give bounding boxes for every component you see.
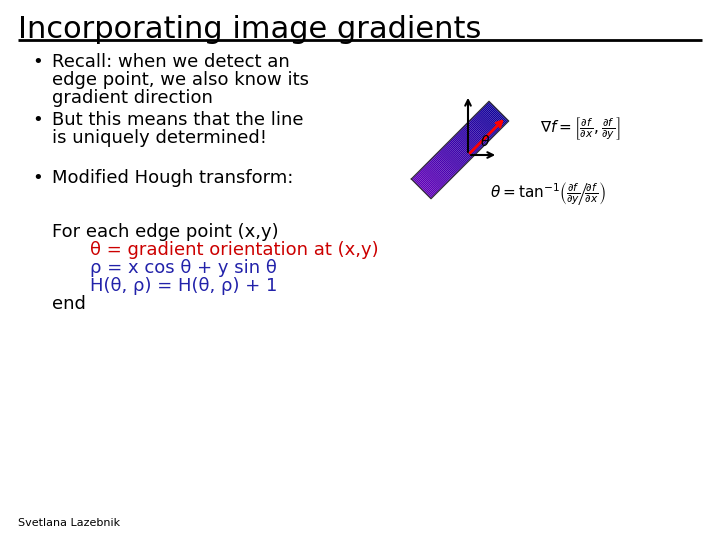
Text: •: • bbox=[32, 111, 42, 129]
Polygon shape bbox=[456, 133, 477, 154]
Polygon shape bbox=[419, 170, 440, 191]
Polygon shape bbox=[450, 139, 471, 160]
Polygon shape bbox=[430, 159, 451, 180]
Text: Recall: when we detect an: Recall: when we detect an bbox=[52, 53, 289, 71]
Polygon shape bbox=[460, 130, 480, 150]
Polygon shape bbox=[444, 146, 464, 167]
Polygon shape bbox=[436, 153, 457, 173]
Polygon shape bbox=[444, 145, 465, 166]
Polygon shape bbox=[453, 136, 474, 157]
Polygon shape bbox=[483, 106, 504, 127]
Text: H(θ, ρ) = H(θ, ρ) + 1: H(θ, ρ) = H(θ, ρ) + 1 bbox=[90, 277, 277, 295]
Polygon shape bbox=[463, 126, 484, 147]
Text: For each edge point (x,y): For each edge point (x,y) bbox=[52, 223, 279, 241]
Text: $\theta$: $\theta$ bbox=[480, 133, 490, 148]
Text: gradient direction: gradient direction bbox=[52, 89, 213, 107]
Polygon shape bbox=[451, 138, 472, 159]
Polygon shape bbox=[462, 127, 482, 149]
Polygon shape bbox=[469, 120, 490, 140]
Text: edge point, we also know its: edge point, we also know its bbox=[52, 71, 309, 89]
Polygon shape bbox=[459, 130, 480, 151]
Polygon shape bbox=[438, 152, 458, 173]
Polygon shape bbox=[464, 125, 485, 146]
Polygon shape bbox=[411, 178, 432, 199]
Polygon shape bbox=[488, 101, 509, 122]
Polygon shape bbox=[428, 161, 449, 183]
Polygon shape bbox=[474, 116, 494, 137]
Text: ρ = x cos θ + y sin θ: ρ = x cos θ + y sin θ bbox=[90, 259, 277, 277]
Polygon shape bbox=[431, 158, 452, 178]
Polygon shape bbox=[477, 112, 498, 133]
Polygon shape bbox=[446, 143, 467, 164]
Polygon shape bbox=[427, 163, 448, 183]
Polygon shape bbox=[482, 107, 503, 128]
Text: Modified Hough transform:: Modified Hough transform: bbox=[52, 169, 293, 187]
Polygon shape bbox=[478, 111, 499, 132]
Polygon shape bbox=[438, 151, 459, 172]
Polygon shape bbox=[436, 154, 456, 174]
Polygon shape bbox=[428, 160, 449, 181]
Polygon shape bbox=[447, 142, 468, 163]
Polygon shape bbox=[449, 140, 470, 161]
Text: $\theta = \tan^{-1}\!\left(\frac{\partial f}{\partial y}\!\middle/\!\frac{\parti: $\theta = \tan^{-1}\!\left(\frac{\partia… bbox=[490, 180, 606, 207]
Text: $\nabla f = \left[\frac{\partial f}{\partial x}, \frac{\partial f}{\partial y}\r: $\nabla f = \left[\frac{\partial f}{\par… bbox=[540, 115, 621, 142]
Polygon shape bbox=[433, 157, 454, 178]
Polygon shape bbox=[485, 104, 506, 125]
Polygon shape bbox=[467, 122, 488, 143]
Polygon shape bbox=[466, 124, 487, 144]
Polygon shape bbox=[418, 171, 438, 192]
Polygon shape bbox=[448, 141, 469, 162]
Polygon shape bbox=[457, 132, 477, 153]
Polygon shape bbox=[415, 174, 436, 195]
Text: •: • bbox=[32, 169, 42, 187]
Polygon shape bbox=[435, 154, 455, 176]
Polygon shape bbox=[433, 156, 454, 177]
Text: Svetlana Lazebnik: Svetlana Lazebnik bbox=[18, 518, 120, 528]
Polygon shape bbox=[439, 150, 460, 171]
Polygon shape bbox=[477, 113, 497, 133]
Polygon shape bbox=[480, 110, 500, 131]
Polygon shape bbox=[431, 159, 451, 179]
Polygon shape bbox=[455, 134, 476, 155]
Polygon shape bbox=[424, 165, 445, 186]
Polygon shape bbox=[461, 129, 482, 149]
Polygon shape bbox=[487, 102, 508, 123]
Polygon shape bbox=[414, 175, 435, 196]
Polygon shape bbox=[425, 164, 446, 185]
Polygon shape bbox=[484, 105, 505, 126]
Polygon shape bbox=[421, 168, 441, 189]
Polygon shape bbox=[486, 103, 507, 124]
Text: •: • bbox=[32, 53, 42, 71]
Polygon shape bbox=[474, 115, 495, 136]
Text: is uniquely determined!: is uniquely determined! bbox=[52, 129, 267, 147]
Polygon shape bbox=[472, 117, 493, 138]
Polygon shape bbox=[412, 177, 433, 198]
Polygon shape bbox=[426, 164, 446, 184]
Text: θ = gradient orientation at (x,y): θ = gradient orientation at (x,y) bbox=[90, 241, 379, 259]
Polygon shape bbox=[422, 167, 443, 188]
Polygon shape bbox=[458, 131, 479, 152]
Polygon shape bbox=[445, 144, 466, 165]
Polygon shape bbox=[481, 108, 502, 129]
Polygon shape bbox=[454, 135, 474, 156]
Text: But this means that the line: But this means that the line bbox=[52, 111, 304, 129]
Polygon shape bbox=[469, 120, 490, 141]
Polygon shape bbox=[413, 176, 434, 197]
Polygon shape bbox=[467, 123, 487, 144]
Text: Incorporating image gradients: Incorporating image gradients bbox=[18, 15, 482, 44]
Polygon shape bbox=[442, 147, 463, 168]
Polygon shape bbox=[417, 172, 438, 193]
Polygon shape bbox=[464, 125, 485, 145]
Polygon shape bbox=[441, 149, 461, 170]
Polygon shape bbox=[472, 118, 492, 138]
Polygon shape bbox=[416, 173, 437, 194]
Polygon shape bbox=[423, 166, 444, 187]
Text: end: end bbox=[52, 295, 86, 313]
Polygon shape bbox=[452, 137, 473, 158]
Polygon shape bbox=[475, 114, 496, 134]
Polygon shape bbox=[441, 148, 462, 168]
Polygon shape bbox=[420, 169, 441, 190]
Polygon shape bbox=[470, 119, 491, 139]
Polygon shape bbox=[480, 109, 501, 130]
